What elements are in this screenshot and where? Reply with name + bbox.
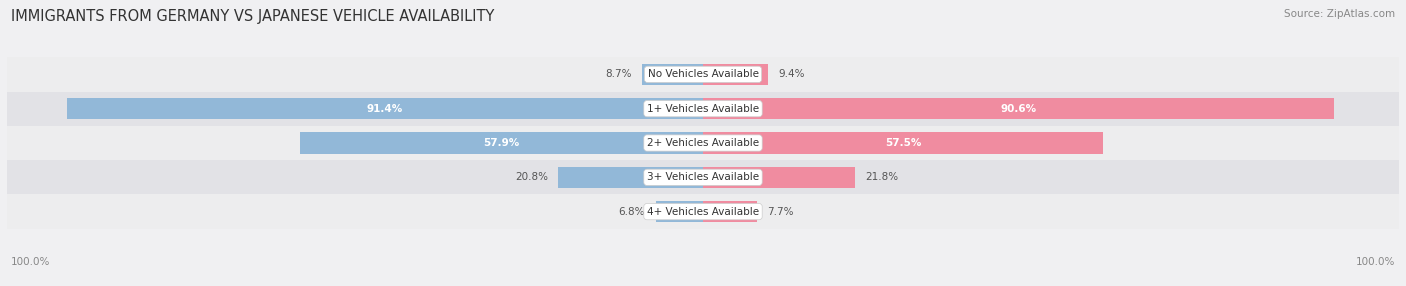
Text: 4+ Vehicles Available: 4+ Vehicles Available xyxy=(647,207,759,217)
Bar xyxy=(299,132,703,154)
Bar xyxy=(7,92,1399,126)
Text: 100.0%: 100.0% xyxy=(11,257,51,267)
Bar xyxy=(7,194,1399,229)
Bar xyxy=(703,132,1104,154)
Bar xyxy=(703,98,1333,119)
Text: 57.9%: 57.9% xyxy=(484,138,520,148)
Text: 20.8%: 20.8% xyxy=(515,172,548,182)
Text: 8.7%: 8.7% xyxy=(606,69,633,79)
Bar xyxy=(7,57,1399,92)
Text: 1+ Vehicles Available: 1+ Vehicles Available xyxy=(647,104,759,114)
Text: Source: ZipAtlas.com: Source: ZipAtlas.com xyxy=(1284,9,1395,19)
Text: 91.4%: 91.4% xyxy=(367,104,404,114)
Text: 6.8%: 6.8% xyxy=(619,207,645,217)
Text: 9.4%: 9.4% xyxy=(779,69,806,79)
Bar xyxy=(703,167,855,188)
Text: 2+ Vehicles Available: 2+ Vehicles Available xyxy=(647,138,759,148)
Text: 100.0%: 100.0% xyxy=(1355,257,1395,267)
Bar xyxy=(558,167,703,188)
Bar xyxy=(703,64,769,85)
Bar xyxy=(655,201,703,222)
Text: 3+ Vehicles Available: 3+ Vehicles Available xyxy=(647,172,759,182)
Bar xyxy=(7,160,1399,194)
Text: No Vehicles Available: No Vehicles Available xyxy=(648,69,758,79)
Bar xyxy=(703,201,756,222)
Bar xyxy=(67,98,703,119)
Text: 57.5%: 57.5% xyxy=(884,138,921,148)
Text: 7.7%: 7.7% xyxy=(768,207,793,217)
Text: 90.6%: 90.6% xyxy=(1000,104,1036,114)
Text: 21.8%: 21.8% xyxy=(865,172,898,182)
Bar xyxy=(643,64,703,85)
Text: IMMIGRANTS FROM GERMANY VS JAPANESE VEHICLE AVAILABILITY: IMMIGRANTS FROM GERMANY VS JAPANESE VEHI… xyxy=(11,9,495,23)
Bar xyxy=(7,126,1399,160)
